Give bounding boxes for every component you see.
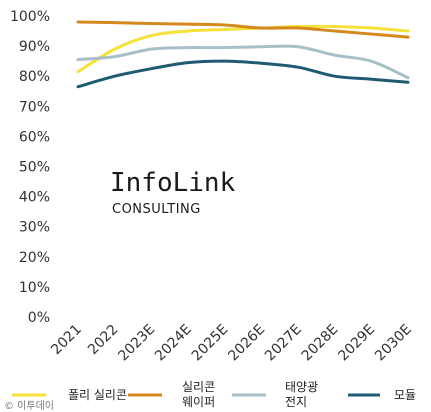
x-tick-label: 2025E (189, 322, 232, 365)
y-tick-label: 50% (19, 160, 50, 176)
legend-item: 실리콘 웨이퍼 (128, 380, 215, 409)
y-tick-label: 90% (19, 39, 50, 55)
legend-label: 전지 (285, 395, 307, 409)
x-tick-label: 2026E (225, 322, 268, 365)
x-tick-label: 2023E (115, 322, 158, 365)
x-tick-label: 2028E (299, 322, 342, 365)
y-tick-label: 0% (28, 310, 50, 326)
x-tick-label: 2021 (48, 322, 85, 359)
y-tick-label: 100% (10, 9, 50, 25)
y-axis-ticks: 0% 10% 20% 30% 40% 50% 60% 70% 80% 90% 100% (10, 9, 50, 326)
legend-item: 모듈 (348, 388, 416, 402)
series-line-cell (76, 44, 410, 80)
legend-label: 모듈 (394, 388, 416, 402)
series-lines (76, 20, 410, 89)
x-tick-label: 2027E (262, 322, 305, 365)
series-line-polysilicon (76, 24, 410, 74)
legend-label: 폴리 실리콘 (68, 388, 127, 402)
y-tick-label: 30% (19, 220, 50, 236)
legend-label: 실리콘 (182, 380, 215, 394)
legend-item: 태양광 전지 (232, 380, 318, 409)
y-tick-label: 40% (19, 190, 50, 206)
y-tick-label: 80% (19, 69, 50, 85)
y-tick-label: 70% (19, 99, 50, 115)
y-tick-label: 20% (19, 250, 50, 266)
y-tick-label: 60% (19, 129, 50, 145)
legend-item: 폴리 실리콘 (12, 388, 127, 402)
legend-label: 웨이퍼 (182, 395, 215, 409)
x-tick-label: 2030E (372, 322, 415, 365)
series-line-wafer (76, 20, 410, 39)
series-line-module (76, 59, 410, 89)
y-tick-label: 10% (19, 280, 50, 296)
logo-main-text: InfoLink (110, 168, 236, 198)
x-tick-label: 2024E (152, 322, 195, 365)
watermark: © 이투데이 (4, 400, 54, 412)
legend: 폴리 실리콘 실리콘 웨이퍼 태양광 전지 모듈 (12, 380, 416, 409)
x-axis-ticks: 2021 20222023E2024E2025E2026E2027E2028E20… (48, 322, 415, 365)
x-tick-label: 2029E (335, 322, 378, 365)
logo: InfoLink CONSULTING (110, 168, 236, 217)
legend-label: 태양광 (285, 380, 318, 394)
logo-sub-text: CONSULTING (112, 202, 201, 217)
